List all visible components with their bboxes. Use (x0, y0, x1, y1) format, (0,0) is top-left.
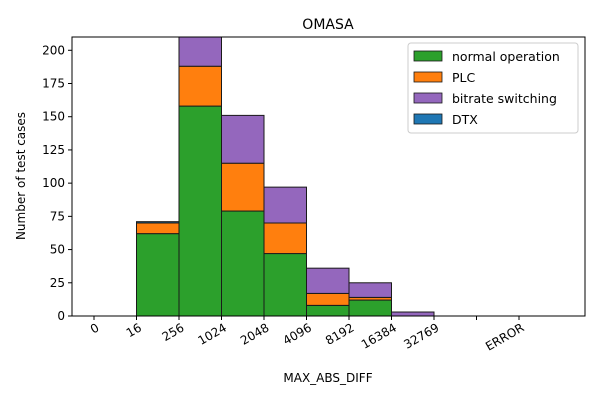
legend-swatch (413, 71, 443, 83)
bar-bitrate-switching-1024-2048 (221, 114, 265, 164)
y-tick-label: 200 (42, 43, 65, 57)
bar-PLC-4096-8192 (306, 292, 350, 306)
legend-label: normal operation (452, 49, 560, 64)
y-tick-label: 125 (42, 143, 65, 157)
legend-swatch (413, 92, 443, 104)
bar-normal-operation-1024-2048 (221, 210, 265, 316)
bar-PLC-1024-2048 (221, 162, 265, 212)
legend-swatch (413, 113, 443, 125)
bar-normal-operation-16-256 (136, 233, 180, 316)
legend-label: bitrate switching (452, 91, 557, 106)
bar-PLC-16-256 (136, 222, 180, 235)
legend: normal operation PLC bitrate switching DTX (407, 42, 579, 134)
legend-label: PLC (452, 70, 476, 85)
bar-DTX-16-256 (136, 221, 180, 224)
y-tick-label: 175 (42, 77, 65, 91)
legend-box (407, 42, 579, 134)
y-tick-label: 0 (57, 309, 65, 323)
chart-title: OMASA (302, 17, 354, 33)
y-tick-label: 100 (42, 176, 65, 190)
bar-bitrate-switching-2048-4096 (263, 186, 307, 224)
bar-bitrate-switching-8192-16384 (348, 282, 392, 298)
y-tick-label: 25 (50, 276, 65, 290)
bar-normal-operation-256-1024 (178, 105, 222, 316)
y-tick-label: 150 (42, 110, 65, 124)
legend-swatch (413, 50, 443, 62)
y-tick-label: 50 (50, 243, 65, 257)
y-axis-label: Number of test cases (14, 112, 28, 240)
bar-bitrate-switching-16384-32769 (391, 311, 435, 316)
bar-bitrate-switching-256-1024 (178, 37, 222, 67)
legend-label: DTX (452, 112, 478, 127)
bar-normal-operation-2048-4096 (263, 253, 307, 316)
y-axis: 0 25 50 75 100 125 150 175 200 (42, 43, 72, 323)
x-tick-label: 16 (124, 320, 144, 340)
bar-PLC-256-1024 (178, 65, 222, 107)
bar-normal-operation-4096-8192 (306, 304, 350, 316)
bar-normal-operation-8192-16384 (348, 299, 392, 316)
axes-frame (71, 36, 586, 317)
x-axis-label: MAX_ABS_DIFF (283, 371, 372, 385)
y-tick-label: 75 (50, 209, 65, 223)
bars-group (136, 37, 435, 316)
bar-PLC-2048-4096 (263, 222, 307, 255)
bar-bitrate-switching-4096-8192 (306, 267, 350, 294)
